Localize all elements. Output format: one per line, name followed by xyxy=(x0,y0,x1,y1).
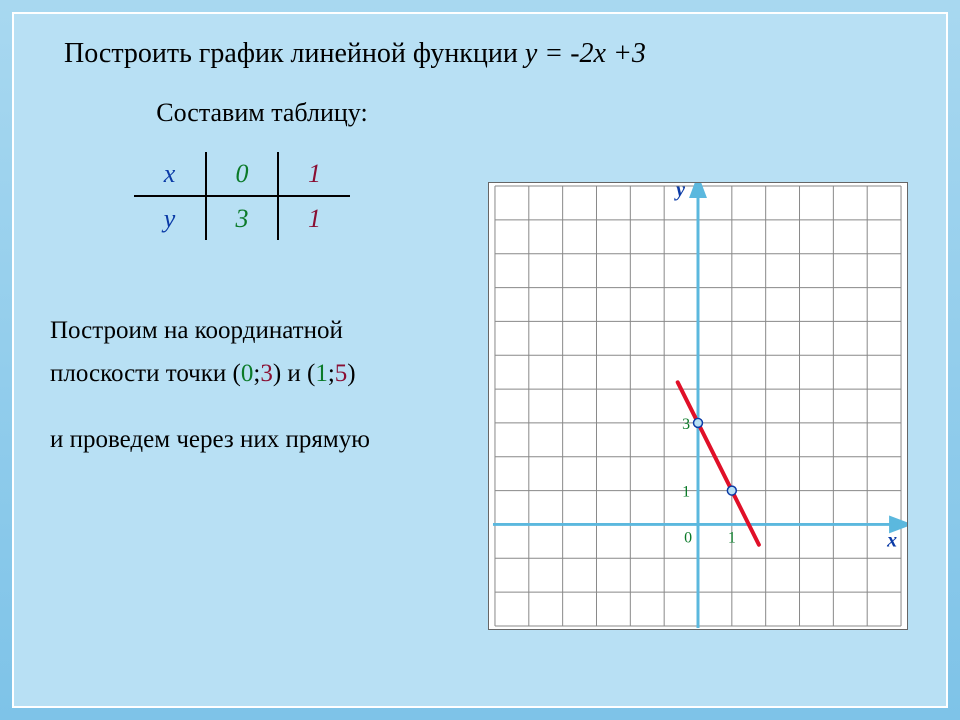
paragraph-2: и проведем через них прямую xyxy=(50,419,490,462)
p1m: ) и ( xyxy=(273,360,316,387)
svg-text:x: x xyxy=(886,529,897,551)
title-formula: y = -2x +3 xyxy=(525,38,646,69)
subtitle: Составим таблицу: xyxy=(44,98,480,128)
svg-text:y: y xyxy=(674,183,685,201)
x-label: x xyxy=(134,152,206,196)
x-val-1: 1 xyxy=(278,152,350,196)
p1a: Построим на координатной xyxy=(50,317,343,344)
pt2y: 5 xyxy=(335,360,348,387)
pt1x: 0 xyxy=(241,360,254,387)
p1e: ) xyxy=(347,360,355,387)
table-row: x 0 1 xyxy=(134,152,350,196)
title: Построить график линейной функции y = -2… xyxy=(44,38,916,70)
slide-panel: Построить график линейной функции y = -2… xyxy=(12,12,948,708)
svg-text:3: 3 xyxy=(682,416,690,433)
title-text: Построить график линейной функции xyxy=(64,38,525,69)
coordinate-graph: 0 1 1 3 y x xyxy=(488,182,908,630)
x-val-0: 0 xyxy=(206,152,278,196)
paragraph-1: Построим на координатной плоскости точки… xyxy=(50,310,490,395)
svg-text:1: 1 xyxy=(728,529,736,546)
y-val-0: 3 xyxy=(206,196,278,240)
p1b: плоскости точки ( xyxy=(50,360,241,387)
svg-text:1: 1 xyxy=(682,484,690,501)
y-val-1: 1 xyxy=(278,196,350,240)
pt1y: 3 xyxy=(260,360,273,387)
pt2x: 1 xyxy=(315,360,328,387)
y-label: y xyxy=(134,196,206,240)
svg-text:0: 0 xyxy=(684,529,692,546)
table-row: y 3 1 xyxy=(134,196,350,240)
